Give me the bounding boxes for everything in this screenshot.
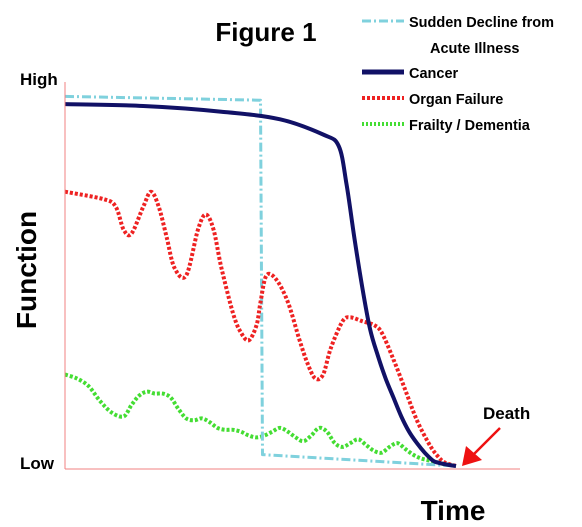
death-annotation: Death <box>483 404 530 423</box>
death-arrow-head <box>462 446 482 466</box>
legend-label-frailty-dementia: Frailty / Dementia <box>409 118 531 134</box>
legend-label-sudden-decline-line1: Sudden Decline from <box>409 15 554 31</box>
death-arrow-shaft <box>473 427 501 455</box>
series-line-cancer <box>64 102 457 468</box>
y-tick-label-low: Low <box>20 454 55 473</box>
legend: Sudden Decline from Acute Illness Cancer… <box>362 15 554 134</box>
x-axis-label: Time <box>421 495 486 526</box>
legend-label-organ-failure: Organ Failure <box>409 92 503 108</box>
series-line-organ-failure <box>64 189 457 468</box>
chart-title: Figure 1 <box>215 17 316 47</box>
series-layer <box>64 94 457 468</box>
legend-label-cancer: Cancer <box>409 66 459 82</box>
series-line-sudden-decline-from-acute-illness <box>64 94 457 468</box>
y-tick-label-high: High <box>20 70 58 89</box>
y-axis-label: Function <box>11 211 42 329</box>
legend-label-sudden-decline-line2: Acute Illness <box>430 41 519 57</box>
series-line-frailty-dementia <box>64 372 457 468</box>
